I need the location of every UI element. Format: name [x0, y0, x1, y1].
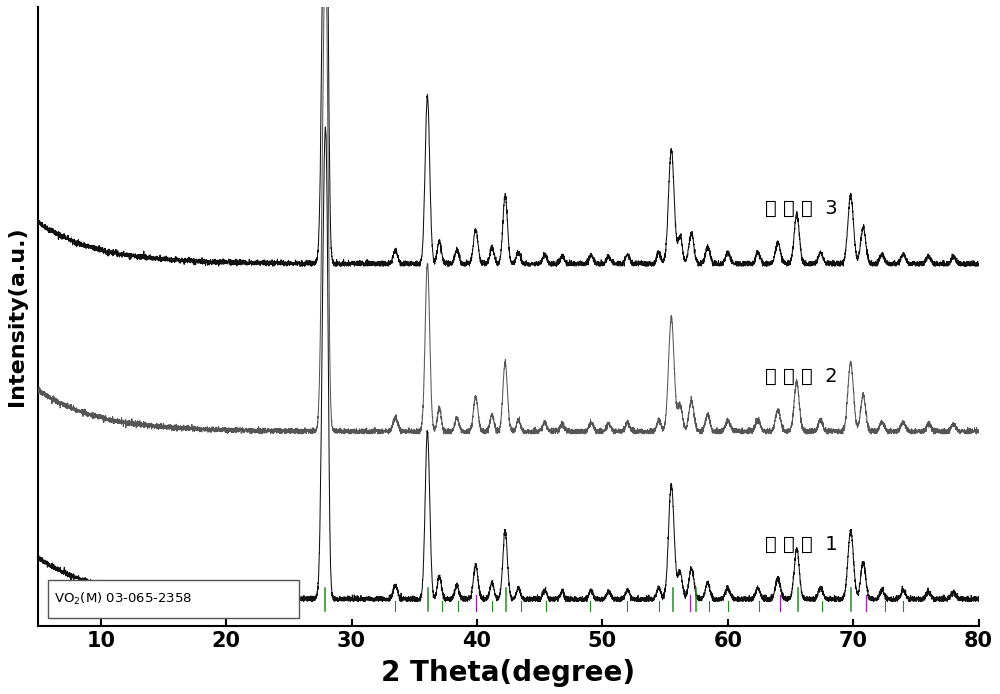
- Text: 实 施 例  1: 实 施 例 1: [765, 535, 838, 554]
- Text: 实 施 例  3: 实 施 例 3: [765, 199, 838, 219]
- FancyBboxPatch shape: [48, 580, 299, 618]
- X-axis label: 2 Theta(degree): 2 Theta(degree): [381, 659, 635, 687]
- Text: VO$_2$(M) 03-065-2358: VO$_2$(M) 03-065-2358: [54, 591, 193, 607]
- Text: 实 施 例  2: 实 施 例 2: [765, 367, 838, 386]
- Y-axis label: Intensity(a.u.): Intensity(a.u.): [7, 226, 27, 406]
